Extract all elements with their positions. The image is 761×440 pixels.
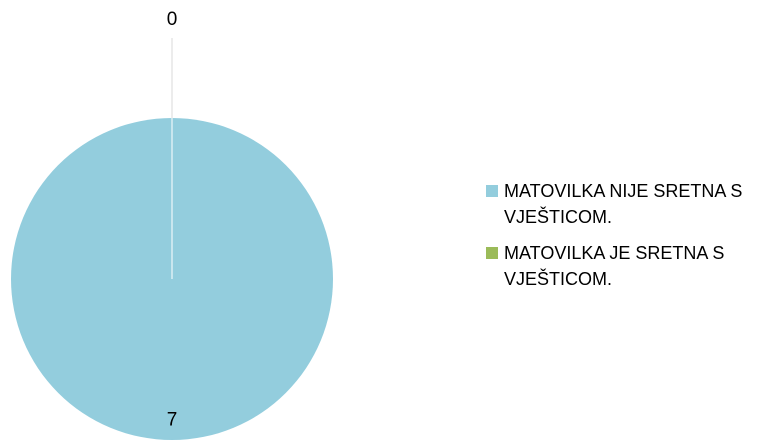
legend-entry: MATOVILKA JE SRETNA S VJEŠTICOM. — [486, 240, 758, 292]
chart: 70 — [11, 9, 333, 440]
legend-entry: MATOVILKA NIJE SRETNA S VJEŠTICOM. — [486, 178, 758, 230]
legend: MATOVILKA NIJE SRETNA S VJEŠTICOM. MATOVI… — [486, 178, 758, 302]
legend-swatch — [486, 185, 498, 197]
data-label: 7 — [167, 410, 178, 431]
legend-swatch — [486, 247, 498, 259]
legend-label: MATOVILKA JE SRETNA S VJEŠTICOM. — [504, 243, 725, 289]
data-label: 0 — [167, 9, 178, 30]
legend-label: MATOVILKA NIJE SRETNA S VJEŠTICOM. — [504, 181, 743, 227]
